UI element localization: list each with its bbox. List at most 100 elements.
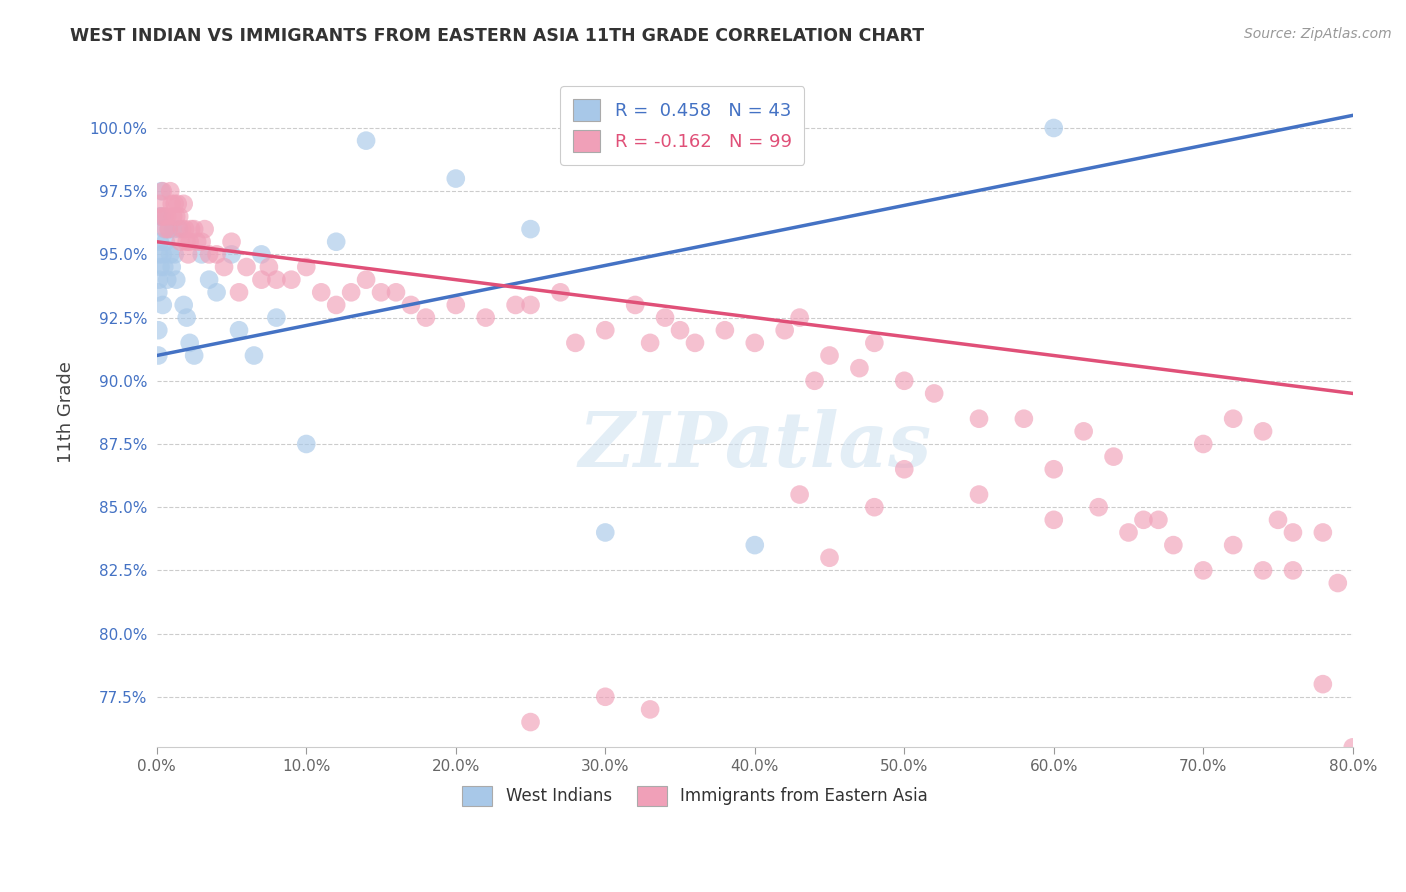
Point bbox=[152, 247, 174, 261]
Point bbox=[148, 323, 170, 337]
Point bbox=[1312, 525, 1334, 540]
Point bbox=[179, 235, 201, 249]
Point bbox=[149, 260, 172, 274]
Point bbox=[194, 222, 217, 236]
Point bbox=[228, 285, 250, 300]
Point bbox=[153, 260, 176, 274]
Text: Source: ZipAtlas.com: Source: ZipAtlas.com bbox=[1244, 27, 1392, 41]
Point bbox=[1267, 513, 1289, 527]
Point bbox=[186, 235, 208, 249]
Point bbox=[179, 335, 201, 350]
Point bbox=[165, 273, 187, 287]
Point bbox=[818, 550, 841, 565]
Point bbox=[789, 487, 811, 501]
Point bbox=[638, 702, 661, 716]
Point bbox=[163, 197, 186, 211]
Point bbox=[155, 235, 177, 249]
Point bbox=[519, 222, 541, 236]
Point bbox=[1147, 513, 1170, 527]
Point bbox=[550, 285, 572, 300]
Point bbox=[1192, 437, 1215, 451]
Point bbox=[153, 222, 176, 236]
Point bbox=[150, 210, 173, 224]
Point bbox=[172, 222, 194, 236]
Point bbox=[159, 247, 181, 261]
Point bbox=[250, 273, 273, 287]
Point bbox=[325, 298, 347, 312]
Point bbox=[1326, 576, 1348, 591]
Point bbox=[162, 222, 184, 236]
Point bbox=[474, 310, 496, 325]
Point bbox=[654, 310, 676, 325]
Point bbox=[519, 298, 541, 312]
Point bbox=[1163, 538, 1185, 552]
Point bbox=[162, 210, 184, 224]
Point bbox=[967, 487, 990, 501]
Point bbox=[505, 298, 527, 312]
Point bbox=[1102, 450, 1125, 464]
Point bbox=[155, 222, 177, 236]
Text: ZIPatlas: ZIPatlas bbox=[578, 409, 931, 483]
Point bbox=[228, 323, 250, 337]
Point bbox=[198, 247, 221, 261]
Point bbox=[148, 273, 170, 287]
Point bbox=[1251, 425, 1274, 439]
Point bbox=[148, 349, 170, 363]
Point bbox=[593, 323, 616, 337]
Point bbox=[177, 247, 200, 261]
Point bbox=[150, 184, 173, 198]
Point bbox=[354, 134, 377, 148]
Point bbox=[1251, 563, 1274, 577]
Point bbox=[744, 538, 766, 552]
Point bbox=[176, 310, 198, 325]
Point bbox=[250, 247, 273, 261]
Point bbox=[235, 260, 257, 274]
Point bbox=[221, 235, 243, 249]
Point bbox=[638, 335, 661, 350]
Point bbox=[190, 247, 212, 261]
Point bbox=[153, 210, 176, 224]
Point bbox=[340, 285, 363, 300]
Point bbox=[1042, 120, 1064, 135]
Point bbox=[156, 273, 179, 287]
Point bbox=[1282, 525, 1305, 540]
Point bbox=[818, 349, 841, 363]
Point bbox=[519, 714, 541, 729]
Point bbox=[415, 310, 437, 325]
Point bbox=[1073, 425, 1095, 439]
Point bbox=[205, 247, 228, 261]
Point bbox=[173, 298, 195, 312]
Point bbox=[160, 197, 183, 211]
Point bbox=[370, 285, 392, 300]
Point bbox=[1222, 411, 1244, 425]
Point bbox=[848, 361, 870, 376]
Point bbox=[863, 500, 886, 515]
Point bbox=[295, 260, 318, 274]
Point bbox=[714, 323, 737, 337]
Point bbox=[266, 273, 288, 287]
Point bbox=[170, 235, 193, 249]
Point bbox=[166, 197, 188, 211]
Point bbox=[180, 222, 202, 236]
Point bbox=[593, 690, 616, 704]
Point bbox=[683, 335, 706, 350]
Point bbox=[444, 171, 467, 186]
Point bbox=[190, 235, 212, 249]
Point bbox=[967, 411, 990, 425]
Point bbox=[159, 184, 181, 198]
Point bbox=[1282, 563, 1305, 577]
Point bbox=[165, 210, 187, 224]
Point bbox=[325, 235, 347, 249]
Point bbox=[444, 298, 467, 312]
Legend: West Indians, Immigrants from Eastern Asia: West Indians, Immigrants from Eastern As… bbox=[456, 779, 935, 813]
Point bbox=[1341, 740, 1364, 755]
Point bbox=[167, 222, 190, 236]
Point bbox=[295, 437, 318, 451]
Point bbox=[789, 310, 811, 325]
Point bbox=[1312, 677, 1334, 691]
Point bbox=[1192, 563, 1215, 577]
Point bbox=[399, 298, 422, 312]
Point bbox=[174, 222, 197, 236]
Point bbox=[893, 374, 915, 388]
Point bbox=[183, 222, 205, 236]
